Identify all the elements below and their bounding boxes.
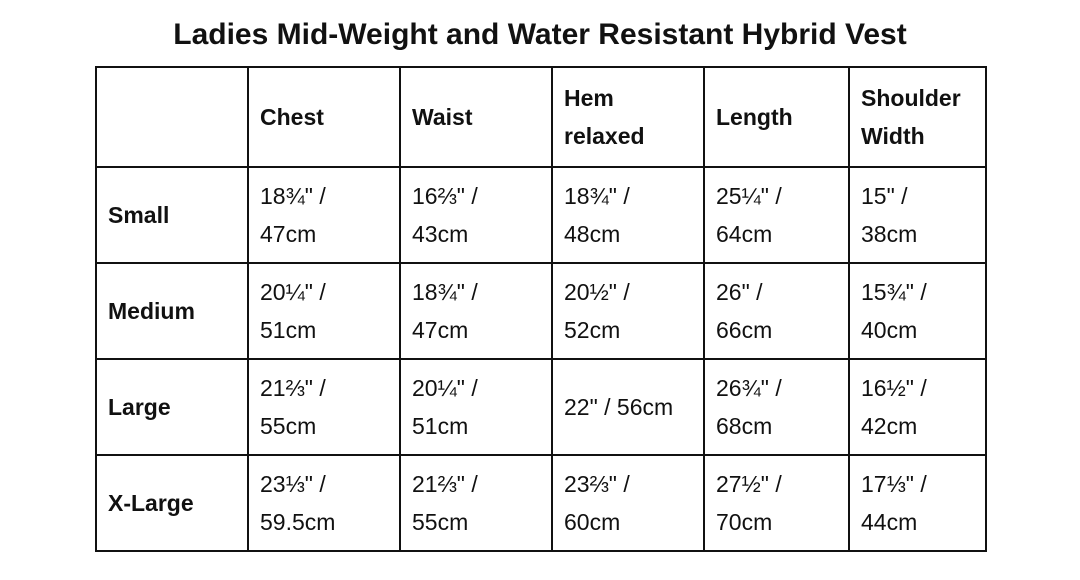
column-header: Waist — [399, 66, 553, 168]
row-label: Large — [95, 358, 249, 456]
corner-cell — [95, 66, 249, 168]
column-header: Chest — [247, 66, 401, 168]
title: Ladies Mid-Weight and Water Resistant Hy… — [173, 18, 907, 51]
column-header: Shoulder Width — [848, 66, 987, 168]
row-label: X-Large — [95, 454, 249, 552]
size-cell: 20¼" / 51cm — [399, 358, 553, 456]
size-cell: 16⅔" / 43cm — [399, 166, 553, 264]
size-cell: 17⅓" / 44cm — [848, 454, 987, 552]
size-table: Chest Waist Hem relaxed Length Shoulder Widt… — [95, 66, 987, 552]
size-cell: 26¾" / 68cm — [703, 358, 850, 456]
size-cell: 18¾" / 48cm — [551, 166, 705, 264]
size-cell: 21⅔" / 55cm — [247, 358, 401, 456]
size-cell: 18¾" / 47cm — [247, 166, 401, 264]
column-header: Hem relaxed — [551, 66, 705, 168]
size-cell: 23⅔" / 60cm — [551, 454, 705, 552]
row-label: Small — [95, 166, 249, 264]
table-row: Medium 20¼" / 51cm 18¾" / 47cm 20½" / 52cm 2… — [95, 262, 987, 360]
size-cell: 22" / 56cm — [551, 358, 705, 456]
column-header: Length — [703, 66, 850, 168]
size-cell: 16½" / 42cm — [848, 358, 987, 456]
size-cell: 20½" / 52cm — [551, 262, 705, 360]
table-body: Chest Waist Hem relaxed Length Shoulder Widt… — [95, 66, 987, 552]
size-cell: 15" / 38cm — [848, 166, 987, 264]
size-cell: 18¾" / 47cm — [399, 262, 553, 360]
size-cell: 21⅔" / 55cm — [399, 454, 553, 552]
table-row: Large 21⅔" / 55cm 20¼" / 51cm 22" / 56cm 26¾… — [95, 358, 987, 456]
size-cell: 15¾" / 40cm — [848, 262, 987, 360]
size-cell: 26" / 66cm — [703, 262, 850, 360]
size-cell: 25¼" / 64cm — [703, 166, 850, 264]
table-row: Small 18¾" / 47cm 16⅔" / 43cm 18¾" / 48cm 25… — [95, 166, 987, 264]
size-cell: 20¼" / 51cm — [247, 262, 401, 360]
size-cell: 23⅓" / 59.5cm — [247, 454, 401, 552]
table-row: X-Large 23⅓" / 59.5cm 21⅔" / 55cm 23⅔" / 60… — [95, 454, 987, 552]
row-label: Medium — [95, 262, 249, 360]
size-cell: 27½" / 70cm — [703, 454, 850, 552]
header-row: Chest Waist Hem relaxed Length Shoulder Widt… — [95, 66, 987, 168]
